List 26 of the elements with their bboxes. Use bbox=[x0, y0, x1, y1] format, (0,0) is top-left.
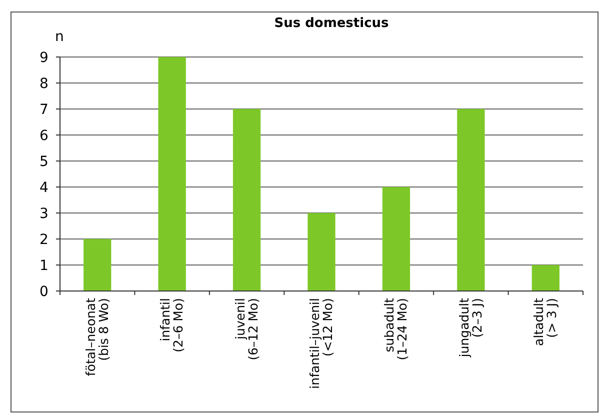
bar bbox=[382, 187, 410, 291]
y-tick-label: 1 bbox=[40, 258, 48, 274]
y-tick-label: 2 bbox=[40, 232, 48, 248]
y-axis-title: n bbox=[55, 29, 64, 45]
y-tick-label: 5 bbox=[40, 154, 48, 170]
x-tick-label: juvenil (6–12 Mo) bbox=[232, 298, 260, 360]
bar bbox=[532, 265, 560, 291]
bar bbox=[457, 109, 485, 291]
y-tick-label: 0 bbox=[40, 284, 48, 300]
bar bbox=[158, 57, 186, 291]
y-tick-label: 4 bbox=[40, 180, 49, 196]
y-tick-label: 3 bbox=[40, 206, 48, 222]
y-tick-label: 7 bbox=[40, 102, 48, 118]
bar bbox=[84, 239, 112, 291]
y-tick-label: 6 bbox=[40, 128, 49, 144]
x-tick-label: infantil (2–6 Mo) bbox=[158, 298, 186, 352]
bar bbox=[308, 213, 336, 291]
x-tick-label: subadult (1–24 Mo) bbox=[382, 298, 410, 360]
y-tick-label: 8 bbox=[40, 76, 48, 92]
x-tick-label: altadult (> 3 J) bbox=[531, 298, 560, 346]
x-tick-label: fötal–neonat (bis 8 Wo) bbox=[82, 298, 111, 376]
bar bbox=[232, 109, 261, 291]
chart-title: Sus domesticus bbox=[274, 16, 390, 31]
x-tick-label: infantil–juvenil (<12 Mo) bbox=[307, 298, 335, 389]
x-tick-label: jungadult (2–3 J) bbox=[456, 298, 484, 358]
y-tick-label: 9 bbox=[40, 50, 48, 66]
